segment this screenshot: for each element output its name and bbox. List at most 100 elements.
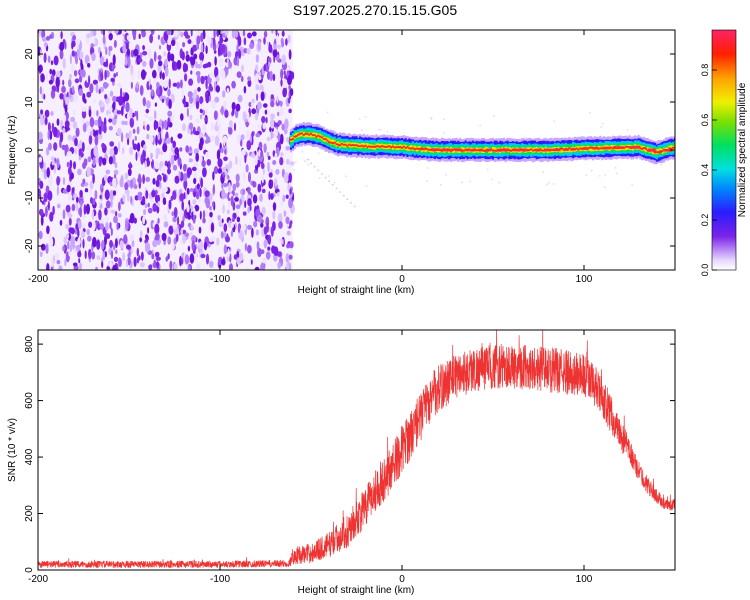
noise-speckle [124,92,130,102]
noise-speckle [265,251,271,260]
noise-speckle [181,233,187,244]
faint-speckle [378,129,380,131]
noise-speckle [217,45,221,57]
faint-speckle [326,111,329,114]
noise-speckle [277,191,280,197]
noise-speckle [223,244,228,255]
noise-speckle [257,124,260,129]
noise-speckle [222,100,227,110]
noise-speckle [224,30,229,36]
faint-speckle [553,120,556,123]
noise-speckle [116,127,122,136]
noise-speckle [195,100,200,110]
noise-speckle [260,91,265,101]
noise-speckle [96,255,101,260]
faint-speckle [386,130,389,133]
noise-speckle [168,99,172,109]
signal-ridge [289,122,675,165]
noise-speckle [205,107,208,115]
noise-speckle [153,110,157,120]
noise-speckle [283,70,286,75]
noise-speckle [72,262,78,267]
noise-speckle [67,213,73,218]
noise-speckle [76,196,79,203]
noise-speckle [132,139,135,146]
noise-speckle [82,178,86,185]
noise-speckle [168,199,172,210]
noise-speckle [86,120,89,128]
noise-speckle [160,166,166,174]
noise-speckle [175,41,180,51]
noise-speckle [79,51,84,60]
noise-speckle [237,134,241,143]
noise-speckle [117,213,122,218]
faint-speckle [426,167,429,169]
snr-xtick-label: 0 [399,574,405,585]
noise-speckle [277,213,283,223]
figure-title: S197.2025.270.15.15.G05 [292,2,458,18]
faint-trace-dot [328,180,331,183]
noise-speckle [185,50,189,55]
noise-speckle [154,251,160,258]
noise-speckle [265,117,268,124]
noise-speckle [104,174,108,182]
noise-speckle [78,258,81,264]
noise-speckle [97,116,102,127]
noise-speckle [112,99,116,111]
noise-speckle [64,258,67,267]
noise-speckle [97,133,103,140]
ridge-peak-segment [593,147,599,150]
noise-speckle [68,119,72,129]
noise-speckle [118,141,121,152]
noise-speckle [179,171,184,182]
noise-speckle [182,229,187,235]
noise-speckle [255,84,260,91]
noise-speckle [49,211,54,222]
noise-speckle [133,48,139,57]
noise-speckle [108,118,113,123]
noise-speckle [152,262,156,268]
noise-speckle [268,61,271,67]
noise-speckle [108,33,113,41]
noise-speckle [53,55,59,66]
noise-speckle [205,197,211,209]
noise-speckle [85,203,90,215]
noise-speckle [112,264,118,270]
noise-speckle [212,184,215,195]
noise-speckle [154,223,160,235]
noise-speckle [263,64,266,72]
noise-speckle [43,192,48,203]
noise-speckle [173,207,178,218]
noise-speckle [271,245,276,254]
noise-speckle [73,93,79,103]
noise-speckle [93,146,98,157]
noise-speckle [75,38,81,46]
noise-speckle [187,245,191,252]
noise-speckle [124,172,129,180]
noise-speckle [260,222,264,228]
noise-speckle [47,55,51,63]
noise-speckle [162,174,167,183]
noise-speckle [160,151,163,156]
noise-speckle [279,157,284,166]
noise-speckle [92,79,98,85]
noise-speckle [208,221,212,232]
faint-speckle [345,175,347,178]
noise-speckle [86,33,91,39]
noise-speckle [89,197,94,204]
noise-speckle [107,113,112,119]
noise-speckle [222,135,228,143]
noise-speckle [250,102,255,107]
noise-speckle [219,57,224,67]
noise-speckle [71,187,74,194]
noise-speckle [152,203,157,212]
noise-speckle [216,237,220,246]
noise-speckle [194,204,200,212]
noise-speckle [70,63,75,73]
noise-speckle [76,82,79,91]
noise-speckle [38,74,41,85]
faint-trace-dot [346,198,349,201]
noise-speckle [129,179,134,189]
noise-speckle [177,216,180,226]
noise-speckle [249,205,252,212]
